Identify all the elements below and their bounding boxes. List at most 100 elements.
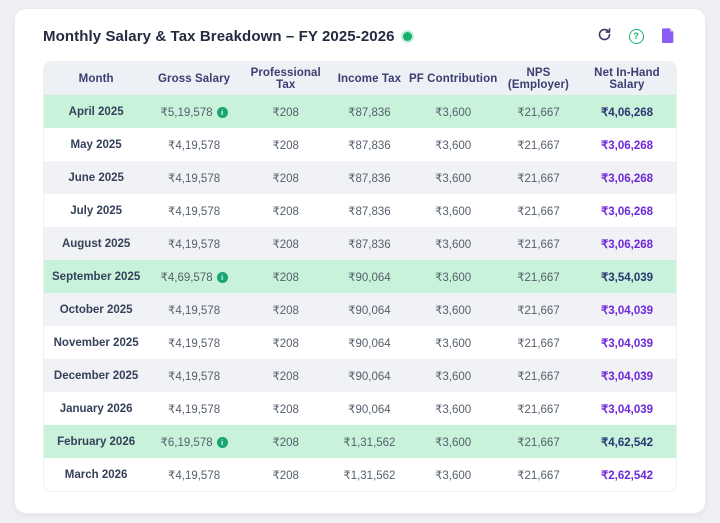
cell-gross-salary: ₹4,19,578 [168, 403, 221, 416]
column-header-pf-contribution: PF Contribution [407, 62, 499, 95]
table-row[interactable]: January 2026 ₹4,19,578 ₹208 ₹90,064 ₹3,600 ₹2… [44, 392, 676, 425]
table-row[interactable]: August 2025 ₹4,19,578 ₹208 ₹87,836 ₹3,600 ₹21… [44, 227, 676, 260]
cell-month: September 2025 [52, 270, 141, 283]
cell-net-in-hand: ₹3,06,268 [600, 205, 654, 218]
cell-month: February 2026 [57, 435, 136, 448]
cell-gross-salary: ₹4,19,578 [168, 139, 221, 152]
cell-pf-contribution: ₹3,600 [435, 304, 472, 317]
cell-gross-salary: ₹4,19,578 [168, 172, 221, 185]
cell-nps-employer: ₹21,667 [517, 304, 560, 317]
toolbar: ? [595, 27, 677, 45]
cell-income-tax: ₹90,064 [348, 403, 391, 416]
cell-income-tax: ₹90,064 [348, 370, 391, 383]
cell-net-in-hand: ₹3,54,039 [600, 271, 654, 284]
table-row[interactable]: October 2025 ₹4,19,578 ₹208 ₹90,064 ₹3,600 ₹2… [44, 293, 676, 326]
cell-net-in-hand: ₹3,04,039 [600, 403, 654, 416]
column-header-nps-employer: NPS (Employer) [498, 62, 578, 95]
cell-month: March 2026 [64, 468, 128, 481]
cell-month: April 2025 [68, 105, 124, 118]
cell-pf-contribution: ₹3,600 [435, 205, 472, 218]
table-header-row: Month Gross Salary Professional Tax Inco… [44, 62, 676, 95]
table-row[interactable]: June 2025 ₹4,19,578 ₹208 ₹87,836 ₹3,600 ₹21,6… [44, 161, 676, 194]
cell-gross-salary: ₹4,19,578 [168, 370, 221, 383]
cell-pf-contribution: ₹3,600 [435, 106, 472, 119]
help-button[interactable]: ? [627, 27, 645, 45]
table-row[interactable]: December 2025 ₹4,19,578 ₹208 ₹90,064 ₹3,600 ₹… [44, 359, 676, 392]
info-icon[interactable]: i [216, 106, 228, 118]
cell-gross-salary: ₹4,19,578 [168, 337, 221, 350]
cell-pf-contribution: ₹3,600 [435, 271, 472, 284]
cell-month: December 2025 [53, 369, 139, 382]
cell-nps-employer: ₹21,667 [517, 436, 560, 449]
cell-professional-tax: ₹208 [272, 106, 299, 119]
cell-pf-contribution: ₹3,600 [435, 172, 472, 185]
cell-gross-salary: ₹4,19,578 [168, 304, 221, 317]
cell-nps-employer: ₹21,667 [517, 403, 560, 416]
card-header: Monthly Salary & Tax Breakdown – FY 2025… [43, 27, 677, 45]
table-row[interactable]: May 2025 ₹4,19,578 ₹208 ₹87,836 ₹3,600 ₹21,66… [44, 128, 676, 161]
info-icon[interactable]: i [216, 271, 228, 283]
cell-professional-tax: ₹208 [272, 403, 299, 416]
page-title: Monthly Salary & Tax Breakdown – FY 2025… [43, 27, 395, 45]
column-header-professional-tax: Professional Tax [239, 62, 332, 95]
cell-income-tax: ₹1,31,562 [343, 469, 396, 482]
cell-nps-employer: ₹21,667 [517, 139, 560, 152]
cell-income-tax: ₹87,836 [348, 139, 391, 152]
column-header-net-in-hand: Net In-Hand Salary [577, 62, 676, 95]
cell-pf-contribution: ₹3,600 [435, 469, 472, 482]
document-icon [661, 27, 675, 46]
info-icon[interactable]: i [216, 436, 228, 448]
table-row[interactable]: April 2025 ₹5,19,578 i ₹208 ₹87,836 ₹3,600 ₹21… [44, 95, 676, 128]
cell-pf-contribution: ₹3,600 [435, 403, 472, 416]
cell-income-tax: ₹87,836 [348, 205, 391, 218]
table-row[interactable]: February 2026 ₹6,19,578 i ₹208 ₹1,31,562 ₹3,6… [44, 425, 676, 458]
cell-pf-contribution: ₹3,600 [435, 139, 472, 152]
cell-gross-salary: ₹5,19,578 i [148, 95, 240, 128]
cell-pf-contribution: ₹3,600 [435, 337, 472, 350]
cell-net-in-hand: ₹2,62,542 [600, 469, 654, 482]
cell-month: June 2025 [68, 171, 124, 184]
table-row[interactable]: March 2026 ₹4,19,578 ₹208 ₹1,31,562 ₹3,600 ₹2… [44, 458, 676, 491]
table-row[interactable]: July 2025 ₹4,19,578 ₹208 ₹87,836 ₹3,600 ₹21,6… [44, 194, 676, 227]
cell-month: November 2025 [53, 336, 139, 349]
cell-net-in-hand: ₹3,06,268 [600, 172, 654, 185]
export-document-button[interactable] [659, 27, 677, 45]
cell-nps-employer: ₹21,667 [517, 337, 560, 350]
cell-professional-tax: ₹208 [272, 271, 299, 284]
cell-pf-contribution: ₹3,600 [435, 436, 472, 449]
cell-net-in-hand: ₹4,62,542 [600, 436, 654, 449]
status-dot-icon [402, 31, 412, 41]
cell-gross-salary: ₹4,19,578 [168, 205, 221, 218]
cell-professional-tax: ₹208 [272, 337, 299, 350]
help-icon: ? [628, 28, 644, 44]
cell-income-tax: ₹90,064 [348, 271, 391, 284]
cell-month: July 2025 [70, 204, 123, 217]
cell-net-in-hand: ₹3,06,268 [600, 238, 654, 251]
salary-table-container: Month Gross Salary Professional Tax Inco… [43, 61, 677, 492]
cell-pf-contribution: ₹3,600 [435, 238, 472, 251]
cell-income-tax: ₹87,836 [348, 106, 391, 119]
cell-month: August 2025 [61, 237, 131, 250]
cell-nps-employer: ₹21,667 [517, 271, 560, 284]
cell-pf-contribution: ₹3,600 [435, 370, 472, 383]
cell-gross-salary: ₹4,69,578 i [148, 260, 240, 293]
column-header-month: Month [44, 62, 149, 95]
cell-income-tax: ₹90,064 [348, 337, 391, 350]
cell-professional-tax: ₹208 [272, 436, 299, 449]
refresh-icon [597, 27, 612, 45]
cell-nps-employer: ₹21,667 [517, 238, 560, 251]
cell-nps-employer: ₹21,667 [517, 205, 560, 218]
cell-professional-tax: ₹208 [272, 139, 299, 152]
refresh-button[interactable] [595, 27, 613, 45]
column-header-income-tax: Income Tax [331, 62, 408, 95]
salary-breakdown-card: Monthly Salary & Tax Breakdown – FY 2025… [14, 8, 706, 514]
table-row[interactable]: November 2025 ₹4,19,578 ₹208 ₹90,064 ₹3,600 ₹… [44, 326, 676, 359]
table-row[interactable]: September 2025 ₹4,69,578 i ₹208 ₹90,064 ₹3,60… [44, 260, 676, 293]
cell-nps-employer: ₹21,667 [517, 370, 560, 383]
cell-professional-tax: ₹208 [272, 469, 299, 482]
cell-gross-salary: ₹6,19,578 i [148, 425, 240, 458]
cell-professional-tax: ₹208 [272, 304, 299, 317]
cell-month: October 2025 [59, 303, 133, 316]
cell-gross-salary: ₹4,19,578 [168, 238, 221, 251]
cell-nps-employer: ₹21,667 [517, 106, 560, 119]
